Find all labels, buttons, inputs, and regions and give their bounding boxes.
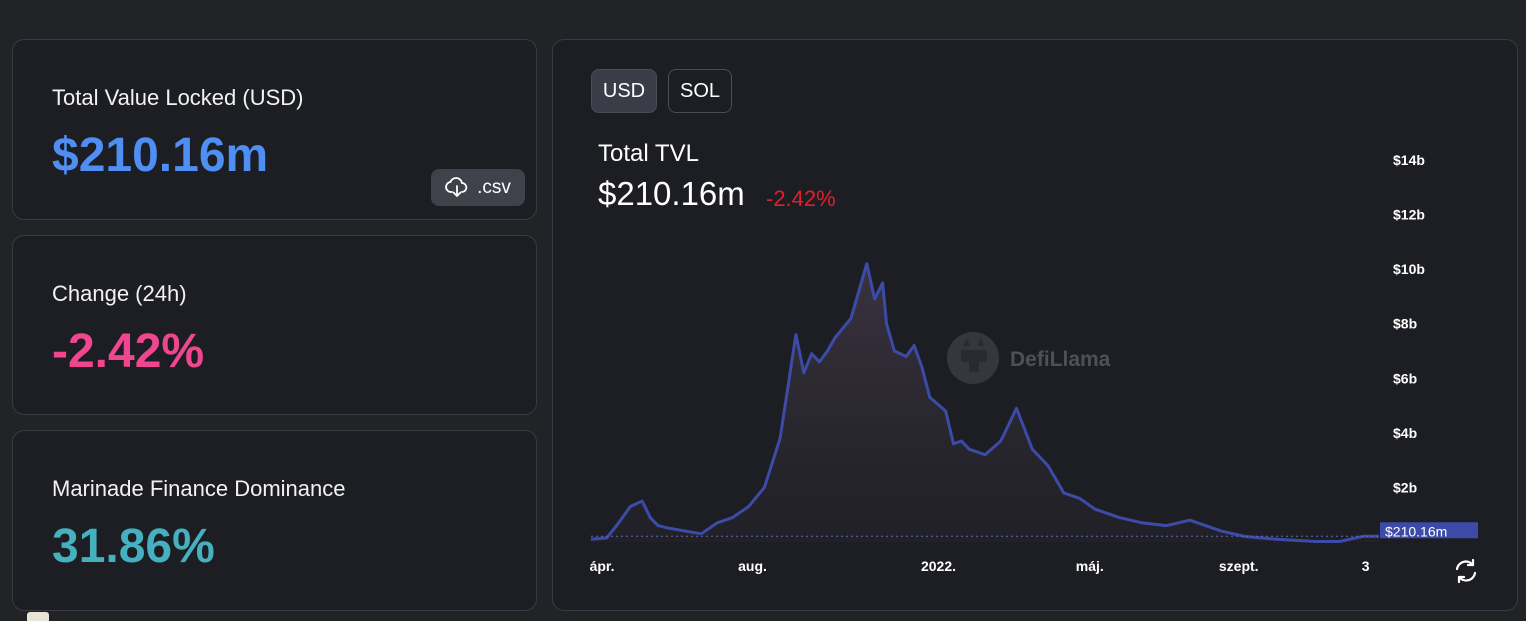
x-tick-label: ápr. <box>590 558 615 574</box>
current-value-label: $210.16m <box>1385 523 1447 539</box>
dominance-label: Marinade Finance Dominance <box>52 476 346 501</box>
dominance-card: Marinade Finance Dominance 31.86% <box>12 430 537 611</box>
tvl-card: Total Value Locked (USD) $210.16m .csv <box>12 39 537 220</box>
x-tick-label: máj. <box>1076 558 1104 574</box>
denomination-usd-button[interactable]: USD <box>591 69 657 113</box>
refresh-icon[interactable] <box>1451 556 1481 586</box>
y-tick-label: $6b <box>1393 370 1417 386</box>
dominance-value: 31.86% <box>52 520 215 573</box>
x-tick-label: aug. <box>738 558 767 574</box>
cloud-download-icon <box>445 176 468 197</box>
tvl-series-line <box>590 262 1379 543</box>
y-tick-label: $10b <box>1393 261 1425 277</box>
tvl-chart-card: USD SOL Total TVL $210.16m -2.42% DefiLl… <box>552 39 1518 611</box>
tvl-label: Total Value Locked (USD) <box>52 85 304 110</box>
x-tick-label: 2022. <box>921 558 956 574</box>
change-label: Change (24h) <box>52 281 187 306</box>
tvl-value: $210.16m <box>52 129 269 182</box>
defillama-watermark: DefiLlama <box>947 332 1111 384</box>
current-value-badge: $210.16m <box>1380 522 1478 539</box>
chart-value: $210.16m <box>598 175 745 212</box>
chart-title: Total TVL <box>598 140 699 167</box>
watermark-text: DefiLlama <box>1010 348 1111 371</box>
tvl-area <box>591 263 1379 542</box>
y-tick-label: $4b <box>1393 425 1417 441</box>
y-tick-label: $8b <box>1393 316 1417 332</box>
x-tick-label: 3 <box>1362 558 1370 574</box>
y-axis: $2b $4b $6b $8b $10b $12b $14b <box>1393 152 1425 495</box>
x-axis: ápr. aug. 2022. máj. szept. 3 <box>590 558 1370 574</box>
y-tick-label: $2b <box>1393 479 1417 495</box>
partial-element <box>27 612 49 621</box>
csv-label: .csv <box>477 176 511 198</box>
y-tick-label: $14b <box>1393 152 1425 168</box>
y-tick-label: $12b <box>1393 207 1425 223</box>
download-csv-button[interactable]: .csv <box>431 169 525 206</box>
change-value: -2.42% <box>52 325 205 378</box>
denomination-sol-button[interactable]: SOL <box>668 69 732 113</box>
tvl-area-chart[interactable]: DefiLlama $2b $4b $6b $8b $10b $12b $14b ápr. a… <box>553 40 1517 610</box>
x-tick-label: szept. <box>1219 558 1259 574</box>
chart-change: -2.42% <box>766 186 836 211</box>
change-card: Change (24h) -2.42% <box>12 235 537 415</box>
